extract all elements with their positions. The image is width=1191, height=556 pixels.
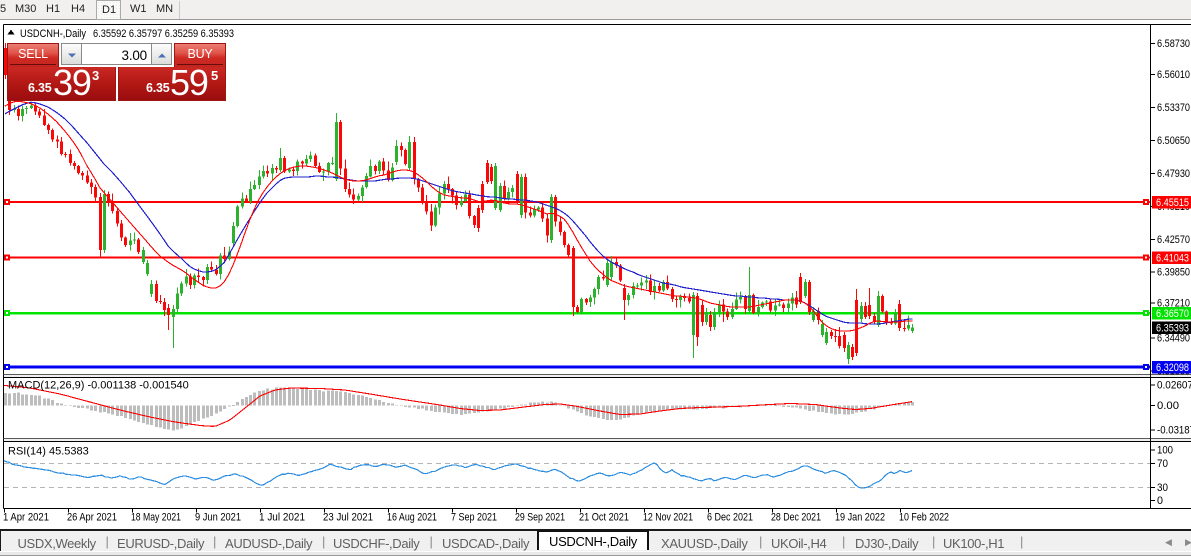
svg-text:6.36570: 6.36570: [1156, 308, 1189, 320]
svg-text:6.50650: 6.50650: [1157, 135, 1190, 147]
svg-text:6.34490: 6.34490: [1157, 333, 1190, 345]
svg-text:-0.03187: -0.03187: [1157, 425, 1191, 437]
svg-text:23 Jul 2021: 23 Jul 2021: [323, 512, 373, 524]
svg-text:1 Apr 2021: 1 Apr 2021: [3, 512, 49, 524]
svg-text:6.35393: 6.35393: [1156, 322, 1189, 334]
svg-text:6 Dec 2021: 6 Dec 2021: [707, 512, 753, 524]
svg-text:9 Jun 2021: 9 Jun 2021: [195, 512, 241, 524]
svg-text:MACD(12,26,9) -0.001138 -0.001: MACD(12,26,9) -0.001138 -0.001540: [8, 380, 189, 392]
svg-text:1 Jul 2021: 1 Jul 2021: [259, 512, 305, 524]
svg-text:6.58730: 6.58730: [1157, 38, 1190, 50]
svg-text:0.00: 0.00: [1157, 400, 1179, 412]
svg-text:6.41043: 6.41043: [1156, 252, 1189, 264]
svg-text:7 Sep 2021: 7 Sep 2021: [451, 512, 497, 524]
svg-text:6.42570: 6.42570: [1157, 234, 1190, 246]
svg-text:28 Dec 2021: 28 Dec 2021: [771, 512, 821, 524]
svg-text:6.35592 6.35797 6.35259 6.3539: 6.35592 6.35797 6.35259 6.35393: [93, 28, 234, 40]
svg-text:19 Jan 2022: 19 Jan 2022: [835, 512, 885, 524]
svg-text:29 Sep 2021: 29 Sep 2021: [515, 512, 565, 524]
svg-text:6.47930: 6.47930: [1157, 168, 1190, 180]
svg-text:6.45515: 6.45515: [1156, 197, 1189, 209]
svg-text:100: 100: [1157, 445, 1173, 457]
svg-text:26 Apr 2021: 26 Apr 2021: [67, 512, 117, 524]
svg-text:6.56010: 6.56010: [1157, 69, 1190, 81]
svg-text:6.39850: 6.39850: [1157, 267, 1190, 279]
svg-text:6.37210: 6.37210: [1157, 298, 1190, 310]
svg-text:6.53370: 6.53370: [1157, 102, 1190, 114]
svg-text:10 Feb 2022: 10 Feb 2022: [899, 512, 949, 524]
svg-text:30: 30: [1157, 482, 1168, 494]
svg-text:0: 0: [1157, 495, 1163, 507]
svg-text:70: 70: [1157, 458, 1168, 470]
svg-text:6.32098: 6.32098: [1156, 362, 1189, 374]
svg-text:18 May 2021: 18 May 2021: [131, 512, 181, 524]
svg-text:RSI(14) 45.5383: RSI(14) 45.5383: [8, 446, 89, 458]
svg-text:12 Nov 2021: 12 Nov 2021: [643, 512, 693, 524]
svg-text:USDCNH-,Daily: USDCNH-,Daily: [20, 28, 86, 40]
svg-text:16 Aug 2021: 16 Aug 2021: [387, 512, 437, 524]
svg-text:21 Oct 2021: 21 Oct 2021: [579, 512, 629, 524]
svg-text:0.02607: 0.02607: [1157, 380, 1191, 392]
